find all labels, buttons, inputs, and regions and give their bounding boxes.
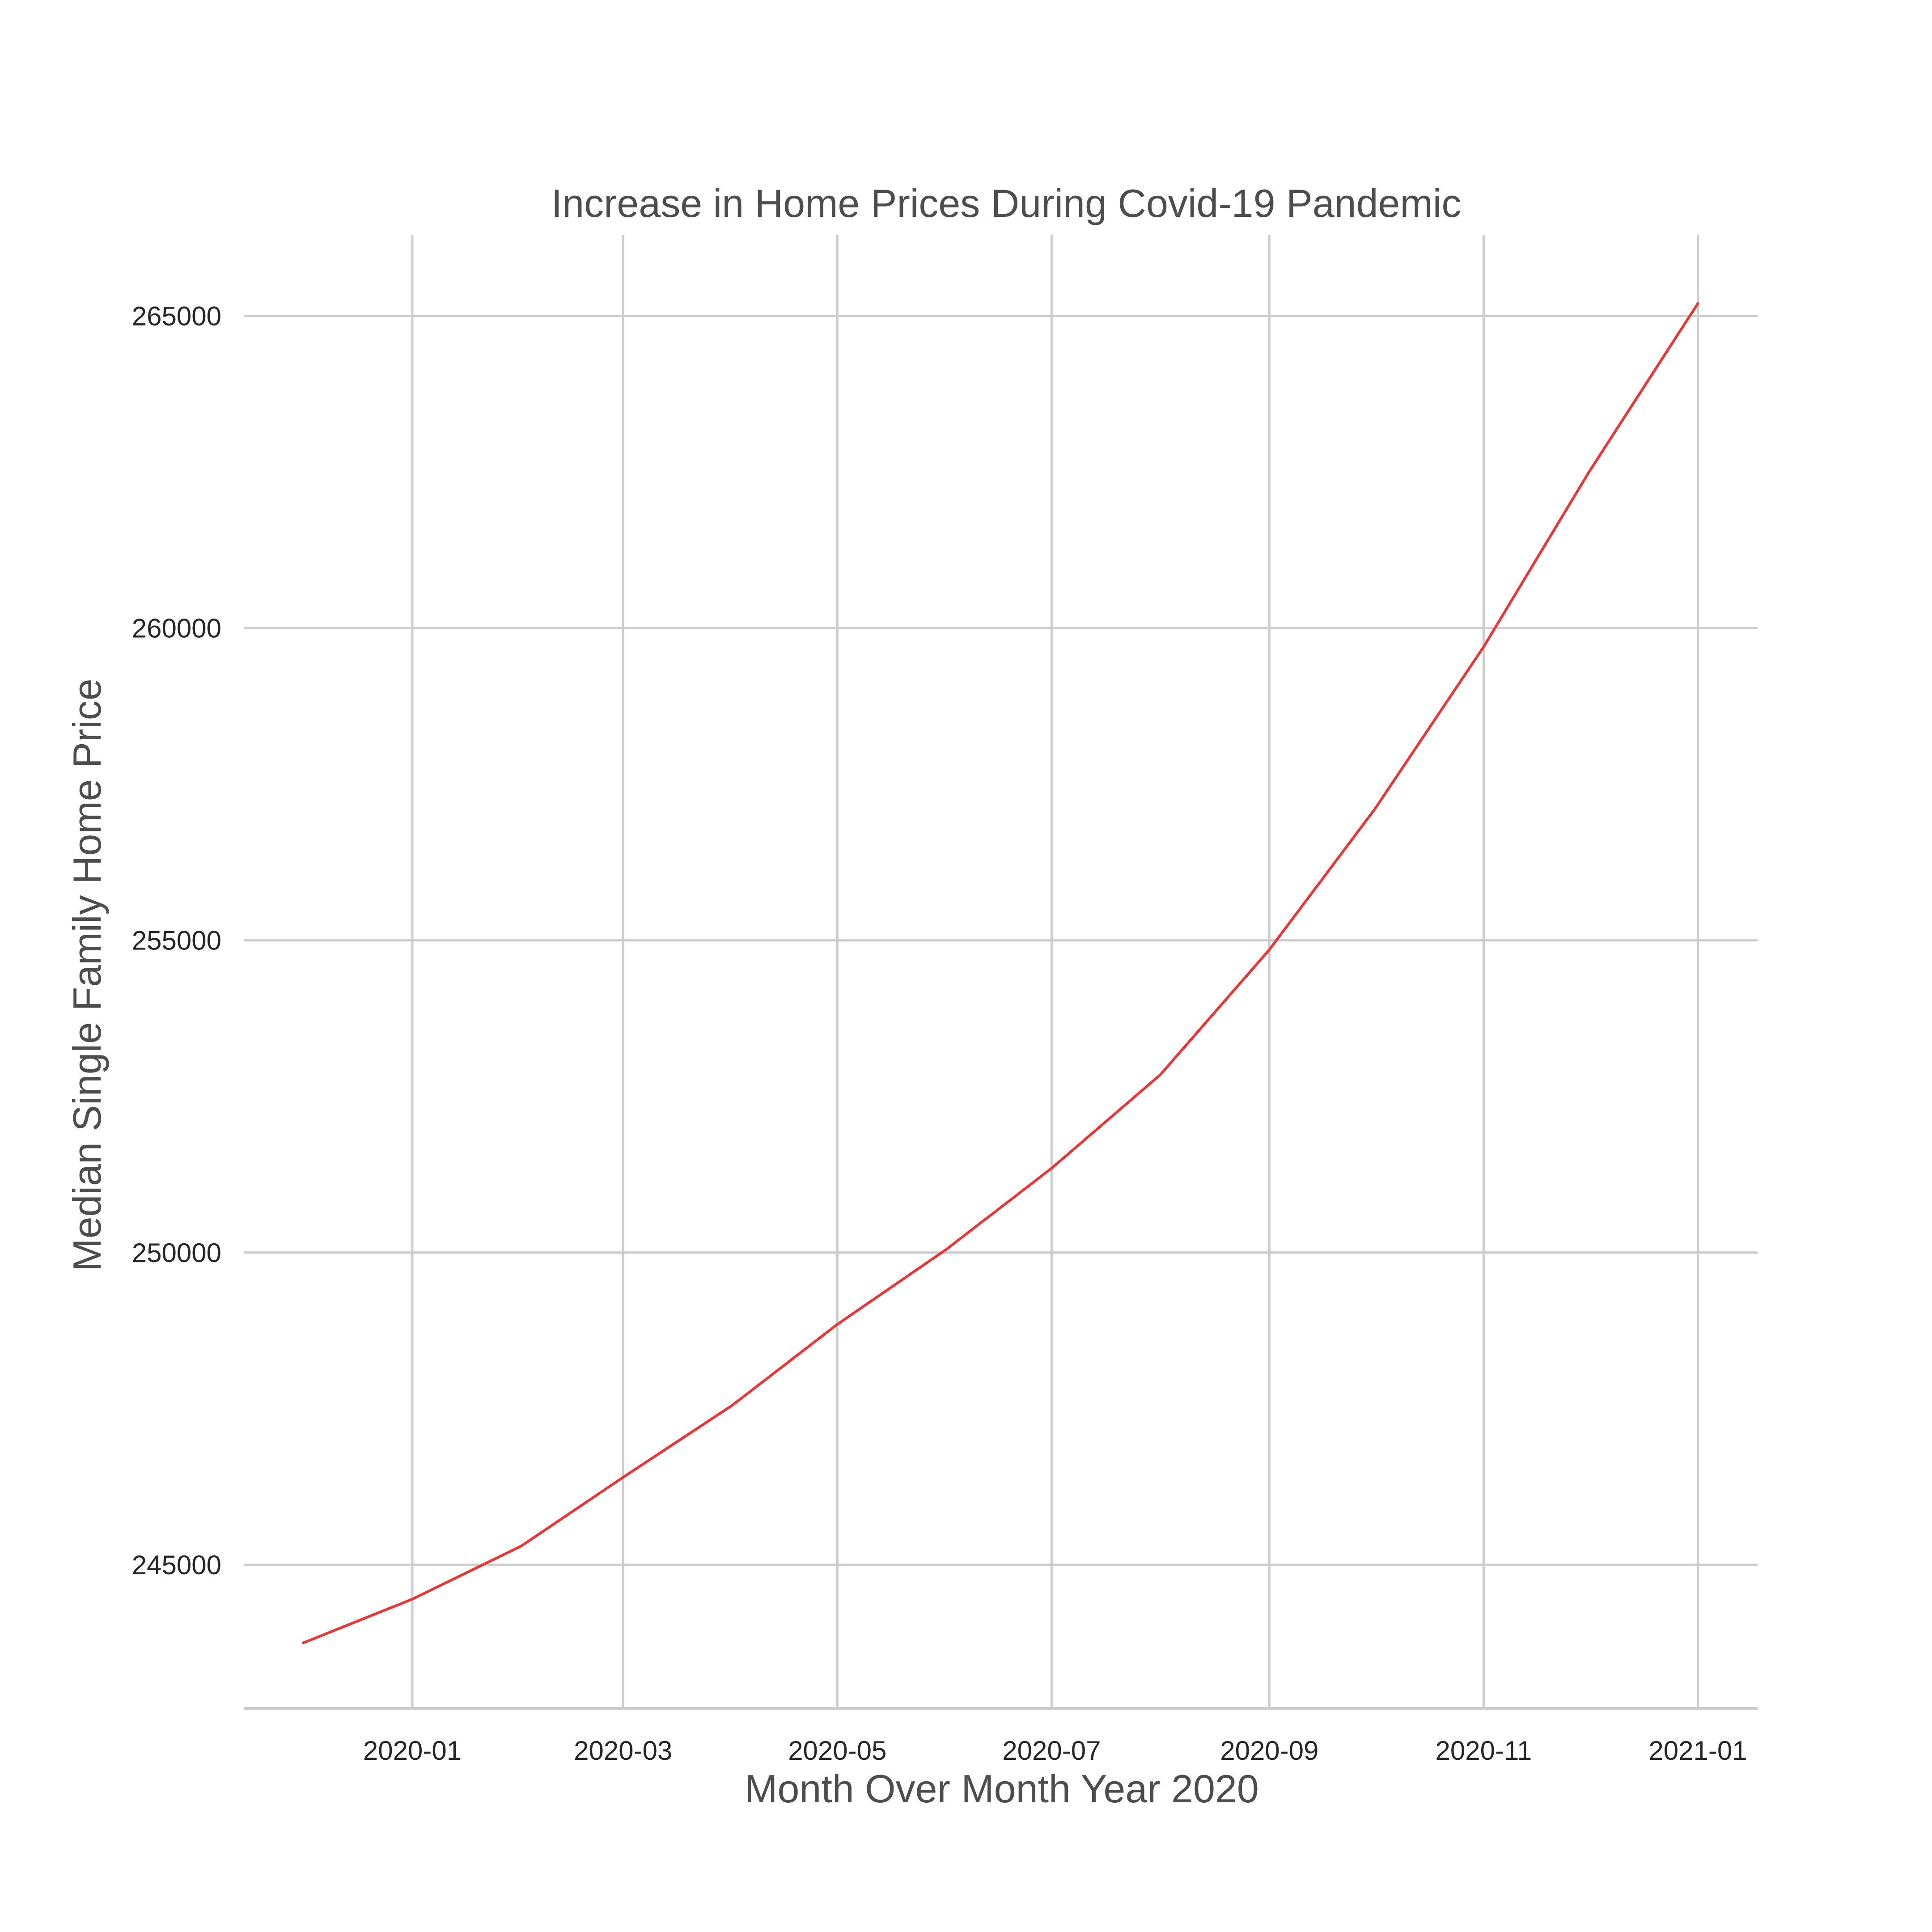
y-axis-label: Median Single Family Home Price: [65, 678, 109, 1271]
y-tick-label: 265000: [132, 301, 221, 331]
x-tick-label: 2020-11: [1436, 1736, 1532, 1766]
x-tick-label: 2020-07: [1002, 1736, 1101, 1766]
x-tick-label: 2020-05: [788, 1736, 886, 1766]
x-axis-label: Month Over Month Year 2020: [745, 1767, 1259, 1811]
y-tick-label: 260000: [132, 614, 221, 644]
y-gridlines: [244, 315, 1758, 1566]
x-tick-labels: 2020-01 2020-03 2020-05 2020-07 2020-09 2020-…: [363, 1736, 1747, 1766]
y-tick-labels: 245000 250000 255000 260000 265000: [132, 301, 221, 1580]
chart-title: Increase in Home Prices During Covid-19 …: [551, 181, 1462, 225]
x-gridlines: [411, 235, 1699, 1708]
x-tick-label: 2020-03: [574, 1736, 672, 1766]
x-tick-label: 2021-01: [1648, 1736, 1747, 1766]
y-tick-label: 250000: [132, 1238, 221, 1268]
y-tick-label: 255000: [132, 926, 221, 956]
series-layer: [302, 302, 1699, 1644]
y-tick-label: 245000: [132, 1550, 221, 1580]
x-tick-label: 2020-09: [1220, 1736, 1318, 1766]
x-tick-label: 2020-01: [363, 1736, 462, 1766]
series-line: [302, 302, 1699, 1644]
